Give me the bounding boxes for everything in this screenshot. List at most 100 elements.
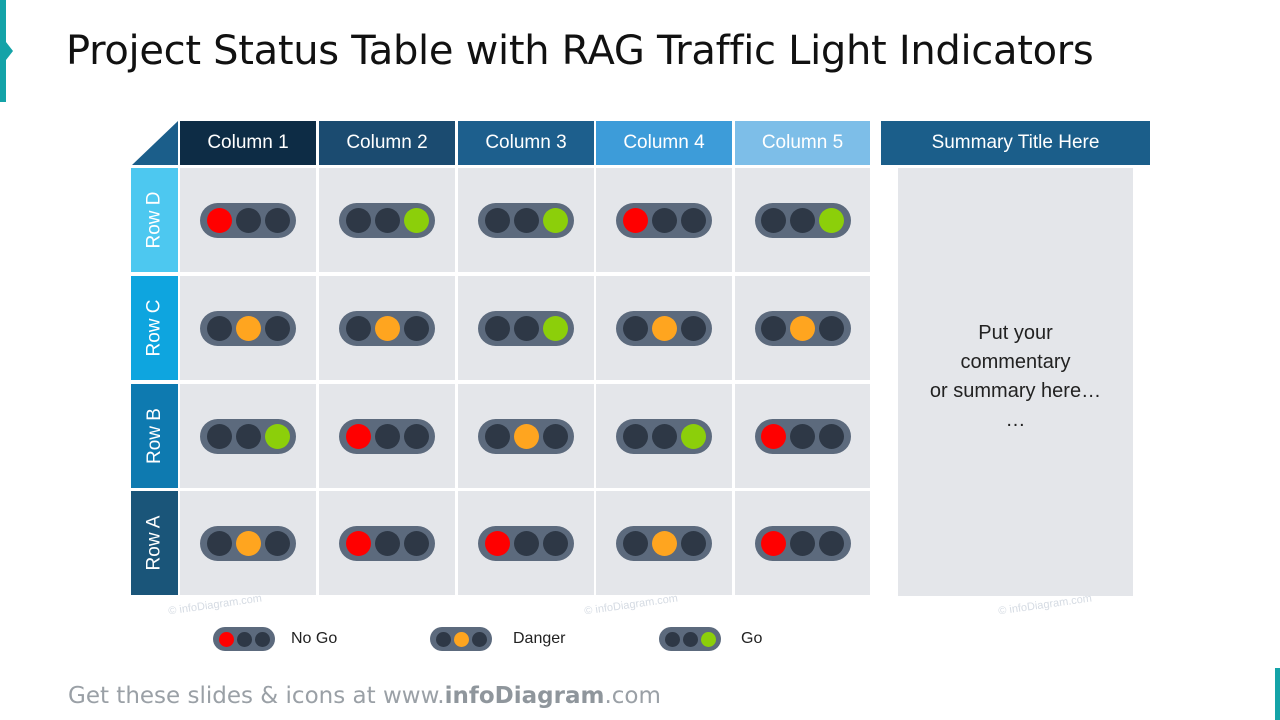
watermark-2: © infoDiagram.com <box>583 592 679 618</box>
light-red-icon <box>761 207 786 233</box>
legend-label-amber: Danger <box>513 630 566 647</box>
light-red-icon <box>206 315 232 341</box>
light-green-icon <box>264 423 290 449</box>
watermark-3: © infoDiagram.com <box>997 592 1093 618</box>
row-header-row-a: Row A <box>131 491 178 595</box>
summary-text: Put your commentary or summary here… … <box>929 322 1102 431</box>
row-header-label: Row C <box>143 299 165 357</box>
status-cell <box>458 168 594 272</box>
row-header-label: Row A <box>143 515 165 571</box>
status-cell <box>735 168 870 272</box>
status-cell <box>735 276 870 380</box>
status-cell <box>596 276 732 380</box>
status-cell <box>180 168 316 272</box>
slide-title: Project Status Table with RAG Traffic Li… <box>66 28 1094 74</box>
traffic-light-green <box>200 418 296 454</box>
light-green-icon <box>700 631 716 647</box>
column-header-4: Column 4 <box>596 121 732 165</box>
light-red-icon <box>622 530 648 556</box>
light-red-icon <box>622 315 648 341</box>
traffic-light-green <box>339 202 435 238</box>
light-amber-icon <box>513 530 539 556</box>
light-amber-icon <box>651 315 677 341</box>
traffic-light-red <box>754 525 851 561</box>
light-amber-icon <box>651 530 677 556</box>
status-cell <box>319 384 455 488</box>
status-cell <box>596 384 732 488</box>
light-amber-icon <box>453 631 469 647</box>
light-red-icon <box>484 315 510 341</box>
column-header-3: Column 3 <box>458 121 594 165</box>
row-header-label: Row B <box>143 408 165 464</box>
light-green-icon <box>680 423 706 449</box>
column-header-2: Column 2 <box>319 121 455 165</box>
table-corner-triangle <box>132 121 178 165</box>
traffic-light-amber <box>478 418 574 454</box>
legend-light-amber <box>430 627 492 651</box>
light-red-icon <box>484 207 510 233</box>
traffic-light-red <box>478 525 574 561</box>
light-amber-icon <box>790 315 815 341</box>
light-amber-icon <box>235 315 261 341</box>
light-red-icon <box>435 631 451 647</box>
light-green-icon <box>403 315 429 341</box>
light-red-icon <box>206 530 232 556</box>
legend-light-red <box>213 627 275 651</box>
light-amber-icon <box>790 423 815 449</box>
row-header-row-c: Row C <box>131 276 178 380</box>
light-red-icon <box>761 530 786 556</box>
light-amber-icon <box>374 530 400 556</box>
light-amber-icon <box>682 631 698 647</box>
light-amber-icon <box>235 207 261 233</box>
light-green-icon <box>264 530 290 556</box>
light-green-icon <box>471 631 487 647</box>
traffic-light-red <box>339 418 435 454</box>
traffic-light-amber <box>616 525 712 561</box>
light-red-icon <box>484 423 510 449</box>
light-green-icon <box>542 207 568 233</box>
status-cell <box>458 384 594 488</box>
light-red-icon <box>345 530 371 556</box>
light-green-icon <box>403 530 429 556</box>
light-red-icon <box>622 423 648 449</box>
row-header-label: Row D <box>143 191 165 249</box>
light-amber-icon <box>374 423 400 449</box>
light-red-icon <box>622 207 648 233</box>
traffic-light-amber <box>339 310 435 346</box>
light-green-icon <box>680 315 706 341</box>
light-amber-icon <box>651 207 677 233</box>
status-cell <box>180 491 316 595</box>
summary-title: Summary Title Here <box>881 121 1150 165</box>
column-header-5: Column 5 <box>735 121 870 165</box>
legend-light-green <box>659 627 721 651</box>
status-cell <box>596 491 732 595</box>
light-green-icon <box>542 315 568 341</box>
status-cell <box>596 168 732 272</box>
traffic-light-green <box>754 202 851 238</box>
light-amber-icon <box>235 423 261 449</box>
light-green-icon <box>542 530 568 556</box>
traffic-light-red <box>339 525 435 561</box>
left-accent-bar <box>0 0 13 102</box>
light-green-icon <box>264 315 290 341</box>
light-green-icon <box>819 315 844 341</box>
traffic-light-green <box>478 202 574 238</box>
light-red-icon <box>761 423 786 449</box>
light-red-icon <box>206 423 232 449</box>
traffic-light-amber <box>754 310 851 346</box>
light-green-icon <box>680 207 706 233</box>
light-red-icon <box>761 315 786 341</box>
light-green-icon <box>819 423 844 449</box>
light-red-icon <box>664 631 680 647</box>
legend-label-red: No Go <box>291 630 338 647</box>
traffic-light-red <box>754 418 851 454</box>
light-amber-icon <box>513 207 539 233</box>
light-red-icon <box>218 631 234 647</box>
status-cell <box>319 276 455 380</box>
light-red-icon <box>345 423 371 449</box>
light-green-icon <box>819 207 844 233</box>
legend-label-green: Go <box>741 630 763 647</box>
light-amber-icon <box>651 423 677 449</box>
row-header-row-b: Row B <box>131 384 178 488</box>
status-cell <box>458 491 594 595</box>
